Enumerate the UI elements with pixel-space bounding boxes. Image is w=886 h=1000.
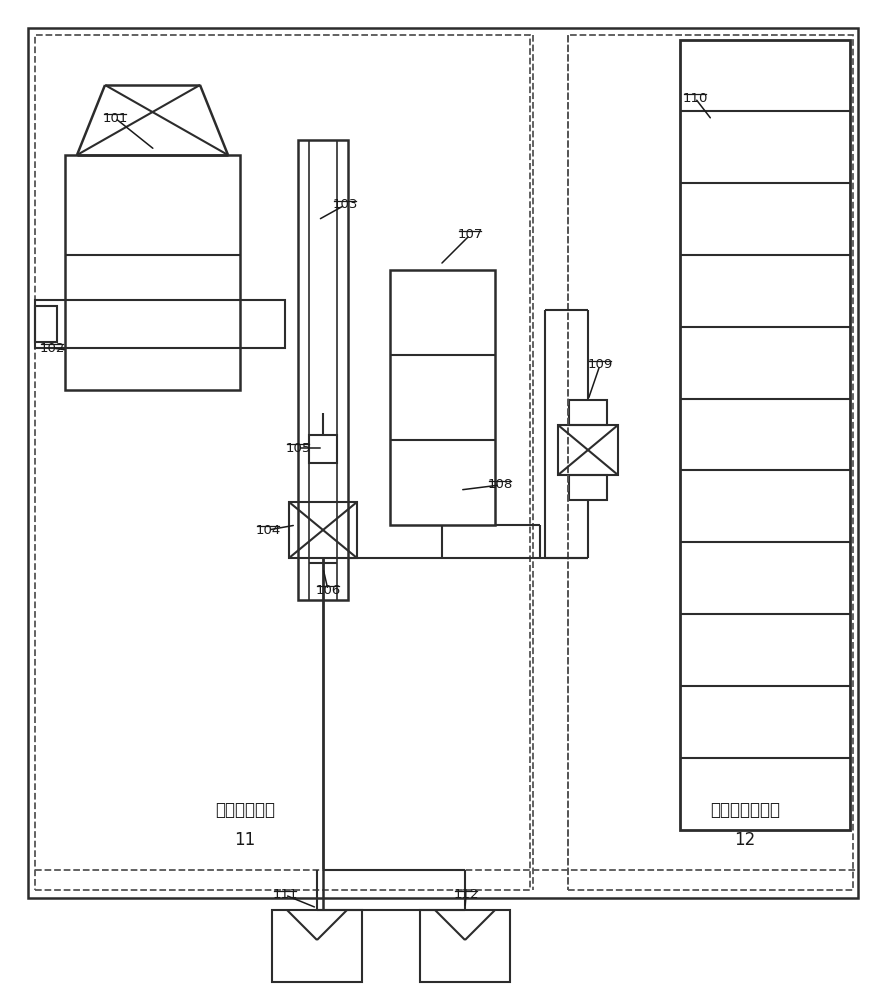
Bar [568,35,853,890]
Bar [569,475,607,500]
Text: 充电位码堆装置: 充电位码堆装置 [710,801,780,819]
Text: 车位换电装置: 车位换电装置 [215,801,275,819]
Bar [35,306,57,342]
Text: 11: 11 [235,831,256,849]
Bar [558,425,618,475]
Bar [298,140,348,600]
Text: 111: 111 [272,888,298,902]
Bar [35,35,530,890]
Bar [420,910,510,982]
Text: 12: 12 [734,831,756,849]
Bar [65,155,240,390]
Bar [309,435,337,463]
Bar [272,910,362,982]
Bar [390,270,495,525]
Text: 106: 106 [315,584,340,596]
Bar [35,300,285,348]
Bar [680,40,850,830]
Text: 104: 104 [255,524,281,536]
Text: 112: 112 [454,888,478,902]
Text: 105: 105 [285,442,311,454]
Bar [28,28,858,898]
Bar [569,400,607,425]
Text: 110: 110 [682,92,708,104]
Text: 108: 108 [487,479,513,491]
Bar [289,502,357,558]
Text: 102: 102 [39,342,65,355]
Text: 103: 103 [332,198,358,212]
Text: 101: 101 [102,111,128,124]
Text: 109: 109 [587,359,612,371]
Text: 107: 107 [457,229,483,241]
